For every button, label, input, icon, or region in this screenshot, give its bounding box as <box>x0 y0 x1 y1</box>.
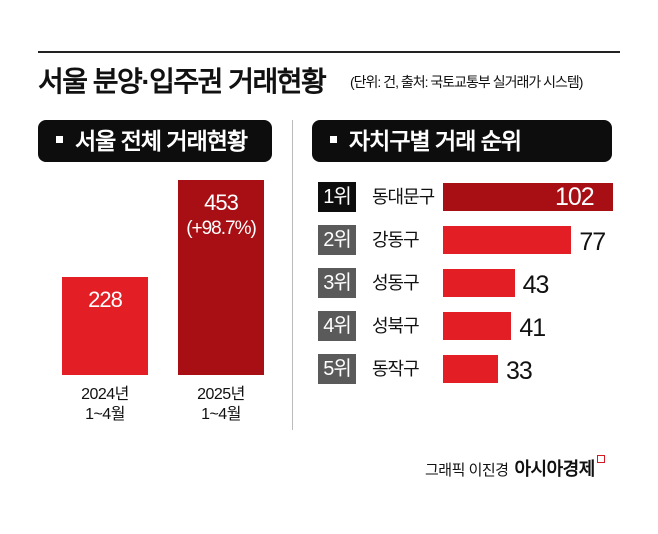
x-tick-line: 1~4월 <box>201 406 241 423</box>
bar-value-label: 77 <box>579 228 606 256</box>
bar-value-label: 41 <box>519 314 546 342</box>
x-tick-label: 2025년 1~4월 <box>171 385 271 425</box>
panel-divider <box>292 120 293 430</box>
bar-value-label: 33 <box>506 357 533 385</box>
rank-badge: 2위 <box>318 225 356 255</box>
x-tick-label: 2024년 1~4월 <box>55 385 155 425</box>
bullet-icon <box>330 136 337 144</box>
bullet-icon <box>56 136 63 144</box>
bar <box>443 183 613 211</box>
bar-value-label: 228 <box>88 286 123 312</box>
bar-value-label: 43 <box>522 271 550 299</box>
logo-icon <box>596 455 605 463</box>
x-tick-line: 2025년 <box>197 386 245 403</box>
district-name: 동작구 <box>372 359 420 379</box>
bar <box>443 269 515 297</box>
footer: 그래픽 이진경 아시아경제 <box>425 455 605 481</box>
bar <box>443 312 512 340</box>
bar <box>443 226 572 254</box>
bar-value-label: 453 <box>204 190 239 215</box>
page-title: 서울 분양·입주권 거래현황 <box>38 66 327 97</box>
district-name: 강동구 <box>372 230 420 250</box>
rank-badge: 3위 <box>318 268 356 298</box>
district-name: 성동구 <box>372 273 420 293</box>
right-panel-header: 자치구별 거래 순위 <box>312 120 612 162</box>
change-label: (+98.7%) <box>186 218 257 239</box>
district-name: 동대문구 <box>372 187 435 207</box>
rank-badge: 4위 <box>318 311 356 341</box>
brand-logo: 아시아경제 <box>514 459 595 479</box>
top-rule <box>38 51 620 53</box>
district-name: 성북구 <box>372 316 420 336</box>
bar <box>62 276 148 375</box>
bar-value-label: 102 <box>555 183 595 211</box>
graphic-credit: 그래픽 이진경 <box>425 462 509 479</box>
left-panel-title: 서울 전체 거래현황 <box>75 128 248 154</box>
rank-badge: 5위 <box>318 354 356 384</box>
left-panel-header: 서울 전체 거래현황 <box>38 120 272 162</box>
bar <box>443 355 498 383</box>
subtitle: (단위: 건, 출처: 국토교통부 실거래가 시스템) <box>350 74 583 90</box>
bar <box>178 180 264 375</box>
rank-badge: 1위 <box>318 182 356 212</box>
x-tick-line: 2024년 <box>81 386 129 403</box>
right-panel-title: 자치구별 거래 순위 <box>349 128 522 154</box>
x-tick-line: 1~4월 <box>85 406 125 423</box>
